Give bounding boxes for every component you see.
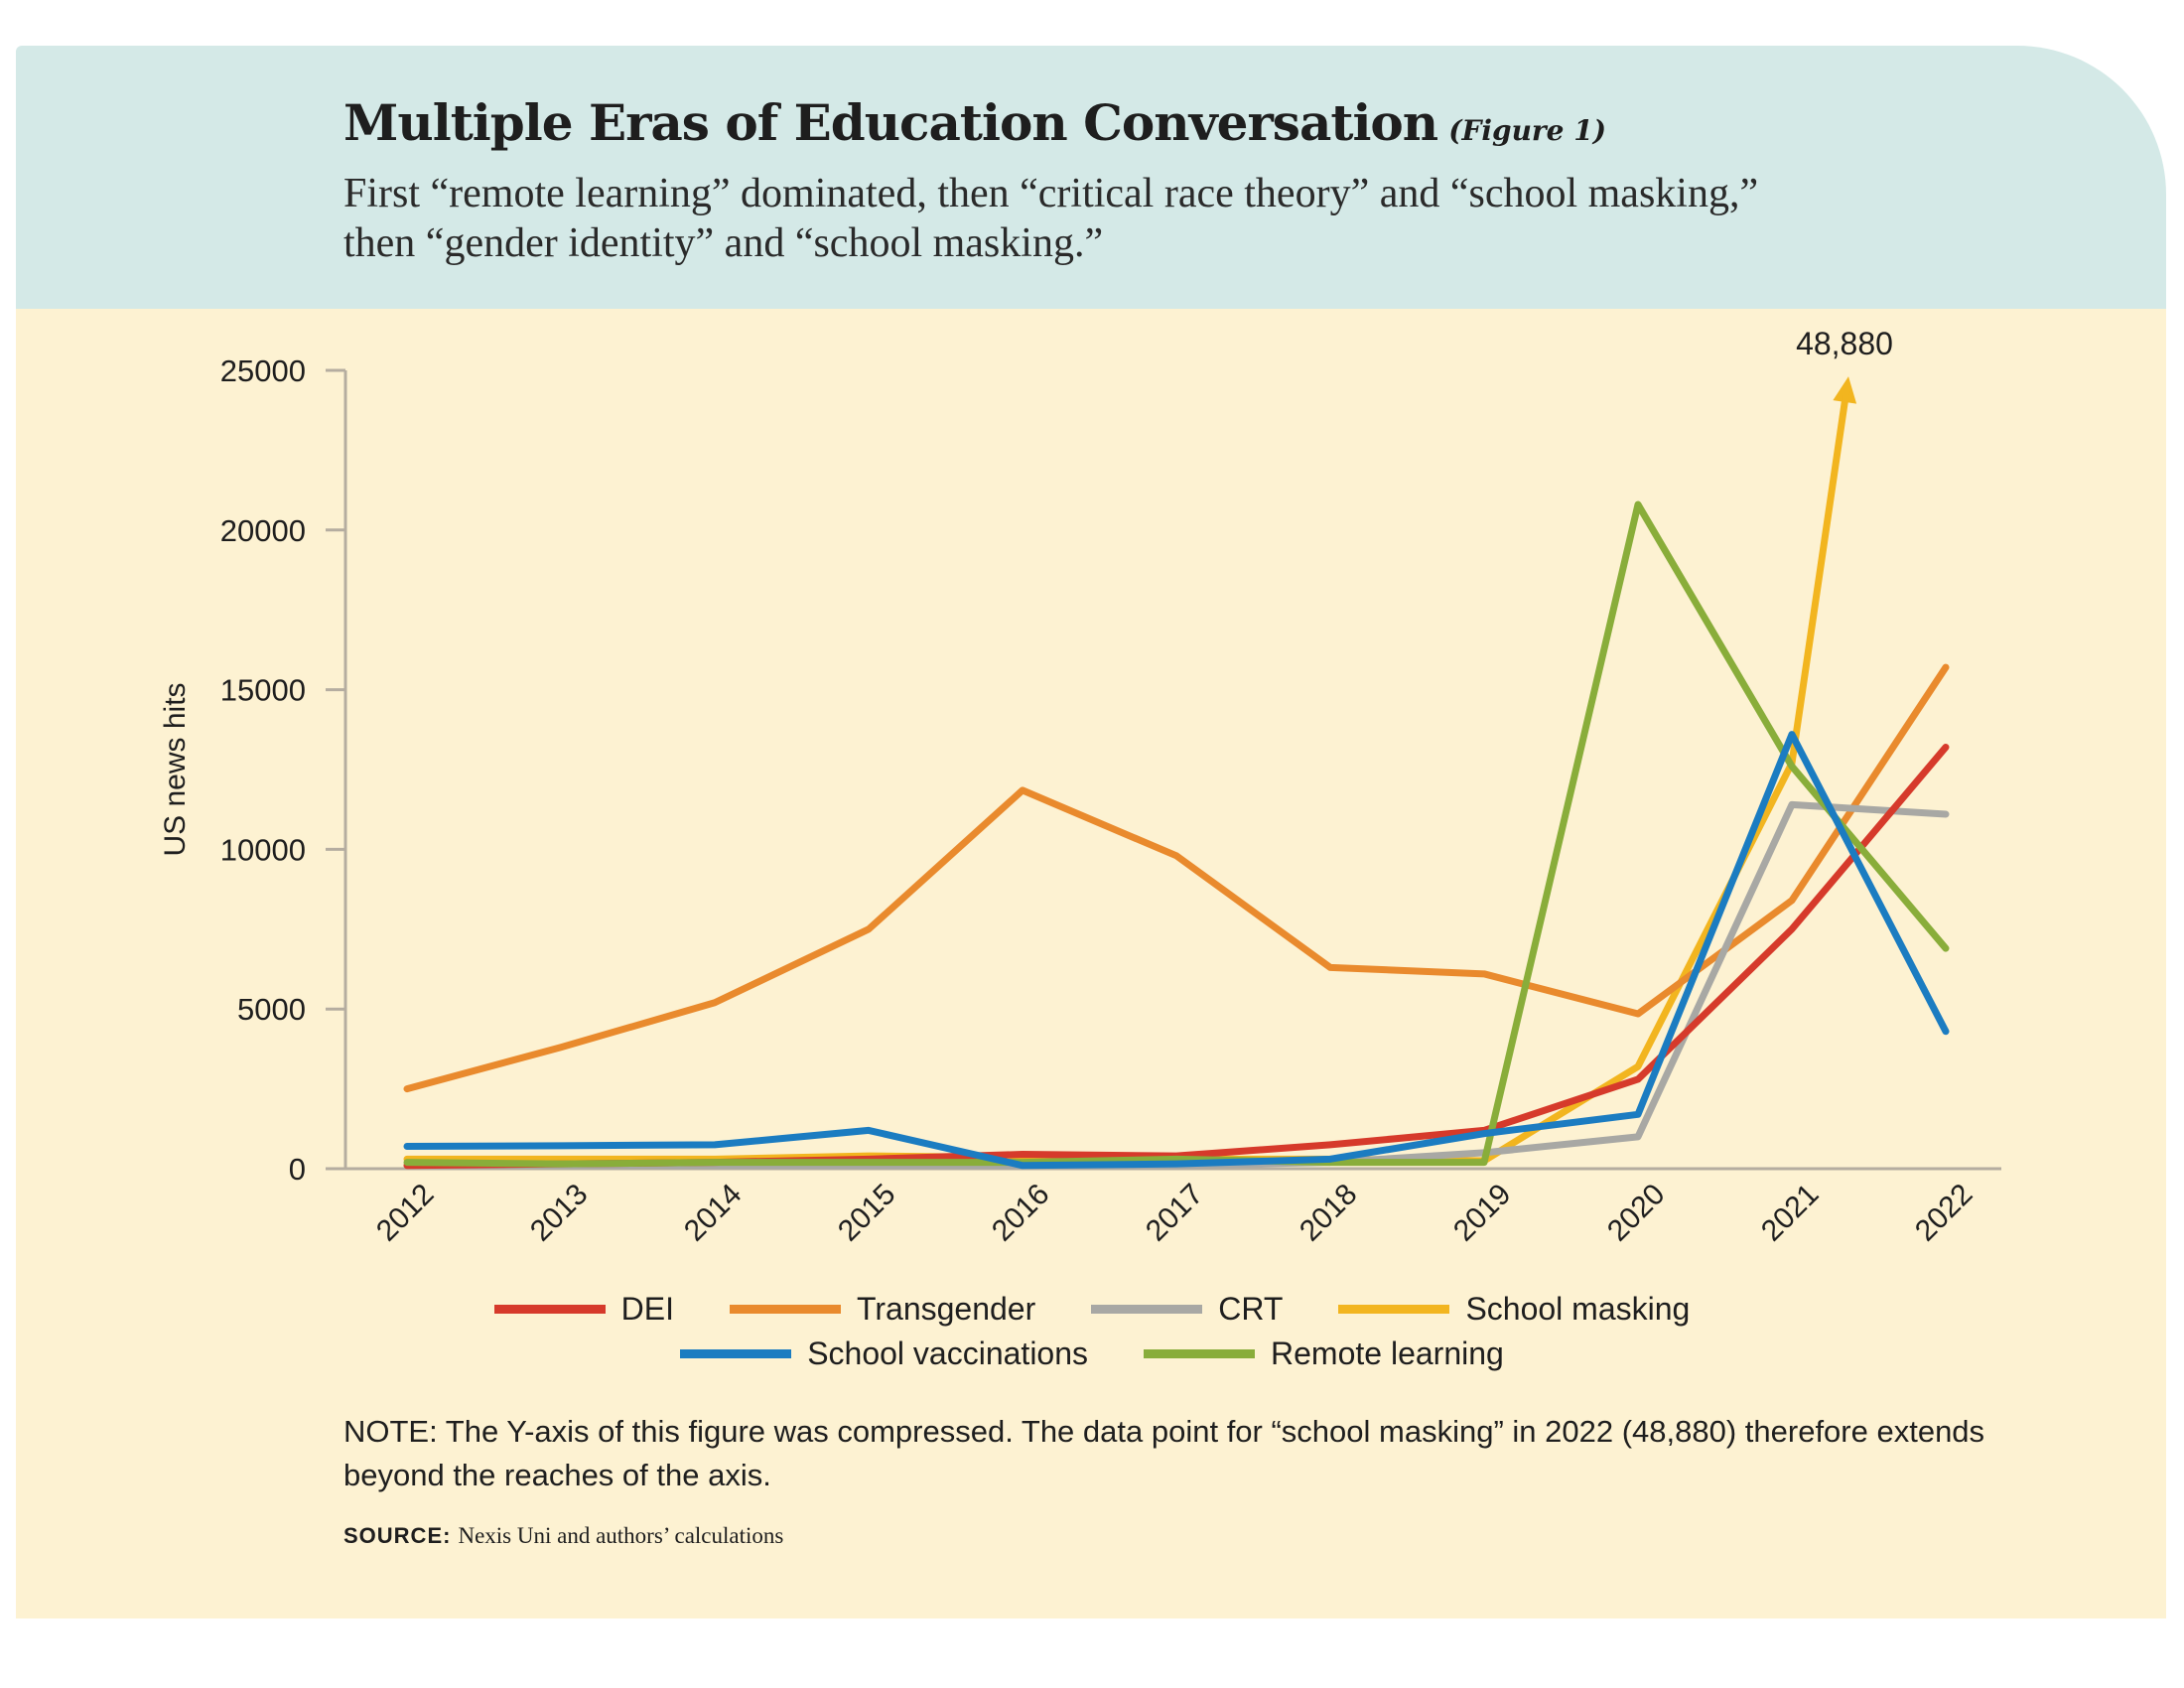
legend-item-school-vaccinations: School vaccinations — [680, 1336, 1088, 1372]
x-tick-label: 2021 — [1755, 1178, 1826, 1248]
chart-source: SOURCE: Nexis Uni and authors’ calculati… — [343, 1523, 783, 1549]
legend-item-remote-learning: Remote learning — [1144, 1336, 1504, 1372]
figure-label: (Figure 1) — [1448, 114, 1606, 147]
x-tick-label: 2016 — [986, 1178, 1056, 1248]
subtitle-line-1: First “remote learning” dominated, then … — [343, 171, 1759, 216]
series-line-school-masking — [403, 386, 1850, 1165]
legend-swatch — [1091, 1305, 1203, 1314]
title-line: Multiple Eras of Education Conversation … — [343, 93, 1606, 152]
chart-subtitle: First “remote learning” dominated, then … — [343, 169, 2031, 268]
y-tick-label: 10000 — [220, 832, 306, 867]
y-axis-label: US news hits — [159, 682, 192, 856]
series-line-transgender — [403, 663, 1950, 1093]
legend-swatch — [493, 1305, 606, 1314]
legend-label: Transgender — [857, 1291, 1036, 1327]
x-tick-label: 2013 — [524, 1178, 595, 1248]
legend-label: CRT — [1218, 1291, 1284, 1327]
legend-item-dei: DEI — [493, 1291, 674, 1328]
legend-label: School masking — [1465, 1291, 1691, 1327]
legend-item-crt: CRT — [1091, 1291, 1283, 1328]
x-tick-label: 2022 — [1909, 1178, 1979, 1248]
subtitle-line-2: then “gender identity” and “school maski… — [343, 220, 1104, 266]
legend-item-school-masking: School masking — [1338, 1291, 1690, 1328]
x-tick-label: 2020 — [1601, 1178, 1672, 1248]
y-tick-label: 15000 — [220, 673, 306, 708]
series-line-remote-learning — [403, 500, 1950, 1168]
source-text: Nexis Uni and authors’ calculations — [458, 1523, 784, 1548]
x-tick-label: 2012 — [370, 1178, 441, 1248]
x-tick-label: 2018 — [1294, 1178, 1364, 1248]
legend-row-1: DEI Transgender CRT School masking — [0, 1291, 2184, 1328]
legend-label: DEI — [620, 1291, 674, 1327]
legend-label: Remote learning — [1271, 1336, 1504, 1371]
legend-item-transgender: Transgender — [730, 1291, 1035, 1328]
legend-swatch — [1338, 1305, 1450, 1314]
y-tick-label: 25000 — [220, 353, 306, 388]
x-tick-label: 2014 — [678, 1178, 749, 1248]
data-label-48880: 48,880 — [1796, 326, 1893, 361]
figure-card: Multiple Eras of Education Conversation … — [16, 46, 2166, 1618]
x-tick-label: 2017 — [1140, 1178, 1210, 1248]
source-label: SOURCE: — [343, 1523, 452, 1548]
series-line-school-vaccinations — [403, 731, 1950, 1170]
chart-title: Multiple Eras of Education Conversation — [343, 93, 1438, 152]
y-tick-label: 20000 — [220, 513, 306, 548]
chart-note: NOTE: The Y-axis of this figure was comp… — [343, 1414, 1985, 1492]
legend-row-2: School vaccinations Remote learning — [0, 1336, 2184, 1372]
x-tick-label: 2019 — [1447, 1178, 1518, 1248]
figure-header: Multiple Eras of Education Conversation … — [16, 46, 2166, 309]
legend-label: School vaccinations — [807, 1336, 1089, 1371]
y-tick-label: 5000 — [237, 992, 306, 1027]
legend-swatch — [680, 1349, 792, 1358]
y-tick-label: 0 — [289, 1152, 306, 1187]
legend-swatch — [1144, 1349, 1256, 1358]
legend-swatch — [730, 1305, 841, 1314]
x-tick-label: 2015 — [832, 1178, 902, 1248]
figure-body — [16, 309, 2166, 1618]
